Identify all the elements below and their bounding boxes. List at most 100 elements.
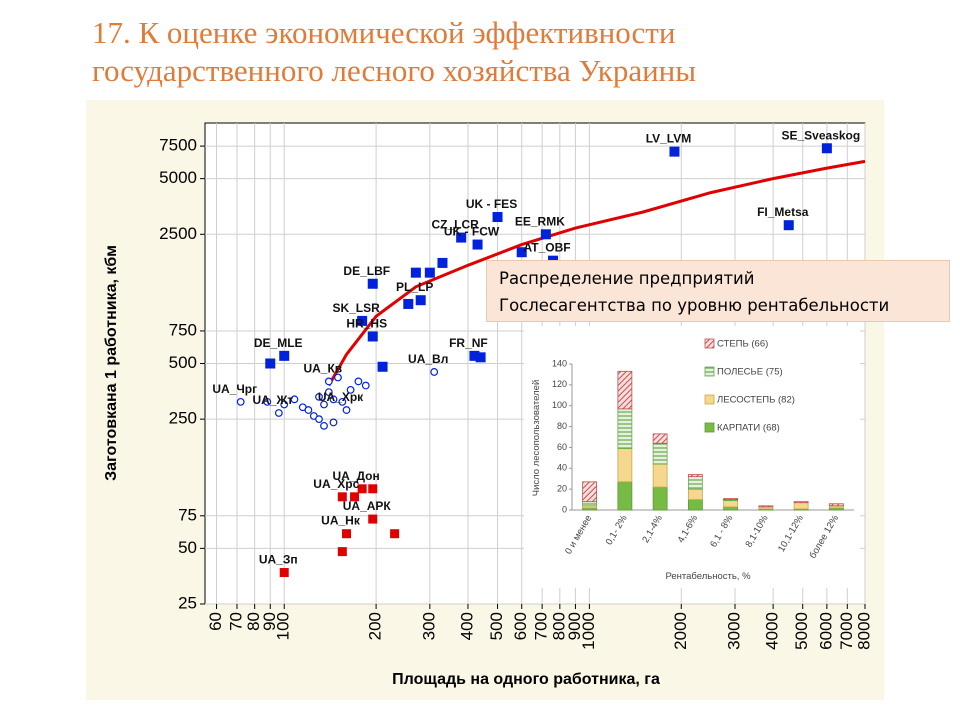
- red-point: [357, 484, 367, 494]
- point-label: UK - FES: [466, 197, 517, 211]
- y-tick-label: 750: [169, 320, 197, 339]
- point-label: UA_Дон: [332, 469, 379, 483]
- ua-open-point: [334, 373, 342, 382]
- point-label: FI_Metsa: [757, 205, 809, 219]
- point-label: UA_Хрс: [313, 477, 359, 491]
- y-tick-label: 75: [178, 505, 197, 524]
- inset-bar-segment: [617, 481, 633, 511]
- inset-bar-segment: [793, 502, 809, 510]
- ua-open-point: [361, 381, 370, 390]
- inset-legend-swatch: [704, 422, 715, 433]
- inset-bar-segment: [652, 433, 668, 444]
- point-label: UA_Нк: [321, 514, 361, 528]
- blue-point: [492, 212, 503, 223]
- red-point: [368, 514, 378, 524]
- x-tick-label: 80: [244, 612, 263, 631]
- point-label: FR_NF: [449, 336, 488, 350]
- point-label: DE_LBF: [343, 264, 390, 278]
- blue-point: [410, 267, 421, 278]
- blue-point: [424, 267, 435, 278]
- ua-open-point: [342, 406, 351, 414]
- ua-open-point: [274, 409, 283, 417]
- x-tick-label: 600: [511, 612, 530, 640]
- red-point: [279, 568, 289, 578]
- slide-title-line1: 17. К оценке экономической эффективности: [92, 15, 676, 50]
- inset-bar-segment: [793, 501, 809, 504]
- ua-open-point: [346, 385, 355, 394]
- inset-category-label: 4,1-6%: [676, 513, 701, 545]
- blue-point: [783, 220, 794, 231]
- slide-title-line2: государственного лесного хозяйства Украи…: [92, 53, 697, 88]
- ua-open-point: [315, 415, 323, 424]
- inset-category-label: 0,1- 2%: [604, 513, 630, 547]
- blue-point: [377, 361, 388, 372]
- point-label: LV_LVM: [646, 132, 692, 146]
- ua-open-point: [324, 377, 333, 386]
- blue-point: [472, 239, 483, 250]
- ua-open-point: [329, 418, 338, 427]
- inset-bar-segment: [582, 481, 598, 503]
- inset-bar-segment: [758, 505, 774, 508]
- inset-bar-segment: [652, 463, 668, 488]
- inset-bar-chart-area: 0 20 40 60 80 100 120 140 0 и менее 0,1- 2% 2,1-4…: [524, 326, 860, 588]
- blue-point: [456, 232, 467, 243]
- ua-open-point: [315, 392, 323, 401]
- point-label: UK - FCW: [444, 225, 500, 239]
- x-tick-label: 500: [487, 612, 506, 640]
- inset-y-tick-label: 40: [557, 463, 567, 473]
- x-tick-label: 400: [457, 612, 476, 640]
- x-tick-label: 60: [206, 612, 225, 631]
- ua-open-point: [263, 397, 272, 406]
- x-tick-label: 800: [549, 612, 568, 640]
- inset-y-tick-label: 140: [552, 358, 567, 368]
- inset-y-tick-label: 0: [562, 504, 567, 514]
- inset-bar-segment: [828, 503, 844, 507]
- callout-line1: Распределение предприятий: [499, 269, 755, 288]
- inset-y-tick-label: 100: [552, 400, 567, 410]
- point-label: UA_Чрг: [212, 382, 257, 396]
- point-label: UA_АРК: [343, 499, 392, 513]
- ua-open-point: [338, 397, 347, 406]
- inset-bar-segment: [652, 442, 668, 465]
- blue-point: [437, 257, 448, 268]
- red-point: [337, 547, 347, 557]
- x-tick-label: 3000: [724, 612, 743, 650]
- inset-legend-swatch: [704, 338, 715, 349]
- x-tick-label: 900: [565, 612, 584, 640]
- blue-point: [265, 358, 276, 369]
- x-tick-label: 2000: [671, 612, 690, 650]
- red-point: [390, 529, 400, 539]
- x-tick-label: 700: [532, 612, 551, 640]
- callout-box: Распределение предприятий Гослесагентств…: [486, 260, 950, 322]
- blue-point: [516, 247, 527, 258]
- slide-title: 17. К оценке экономической эффективности…: [92, 14, 932, 90]
- point-label: PL_LP: [396, 280, 433, 294]
- point-label: AT_OBF: [523, 241, 570, 255]
- x-tick-label: 7000: [837, 612, 856, 650]
- inset-y-axis-label: Число лесопользователей: [531, 380, 542, 497]
- inset-x-axis-label: Рентабельность, %: [665, 571, 751, 582]
- inset-legend-label: СТЕПЬ (66): [717, 339, 768, 350]
- point-label: UA_Хрк: [318, 390, 364, 404]
- ua-open-point: [354, 377, 363, 386]
- ua-open-point: [329, 395, 338, 404]
- blue-point: [403, 298, 414, 309]
- inset-category-label: 6,1 - 8%: [708, 513, 735, 550]
- point-label: DE_MLE: [254, 336, 303, 350]
- blue-point: [669, 146, 680, 157]
- inset-bar-segment: [617, 370, 633, 410]
- y-tick-label: 250: [169, 409, 197, 428]
- x-tick-label: 8000: [854, 612, 873, 650]
- inset-bar-segment: [687, 488, 703, 500]
- point-label: CZ_LCR: [431, 218, 479, 232]
- inset-bar-segment: [687, 474, 703, 478]
- inset-category-label: 8,1-10%: [743, 513, 770, 550]
- x-tick-label: 4000: [763, 612, 782, 650]
- inset-legend-label: КАРПАТИ (68): [717, 423, 780, 434]
- blue-point: [475, 352, 486, 363]
- point-label: EE_RMK: [515, 214, 565, 228]
- x-tick-label: 70: [226, 612, 245, 631]
- point-label: UA_Кв: [303, 361, 342, 375]
- blue-point: [415, 295, 426, 306]
- blue-point: [540, 229, 551, 240]
